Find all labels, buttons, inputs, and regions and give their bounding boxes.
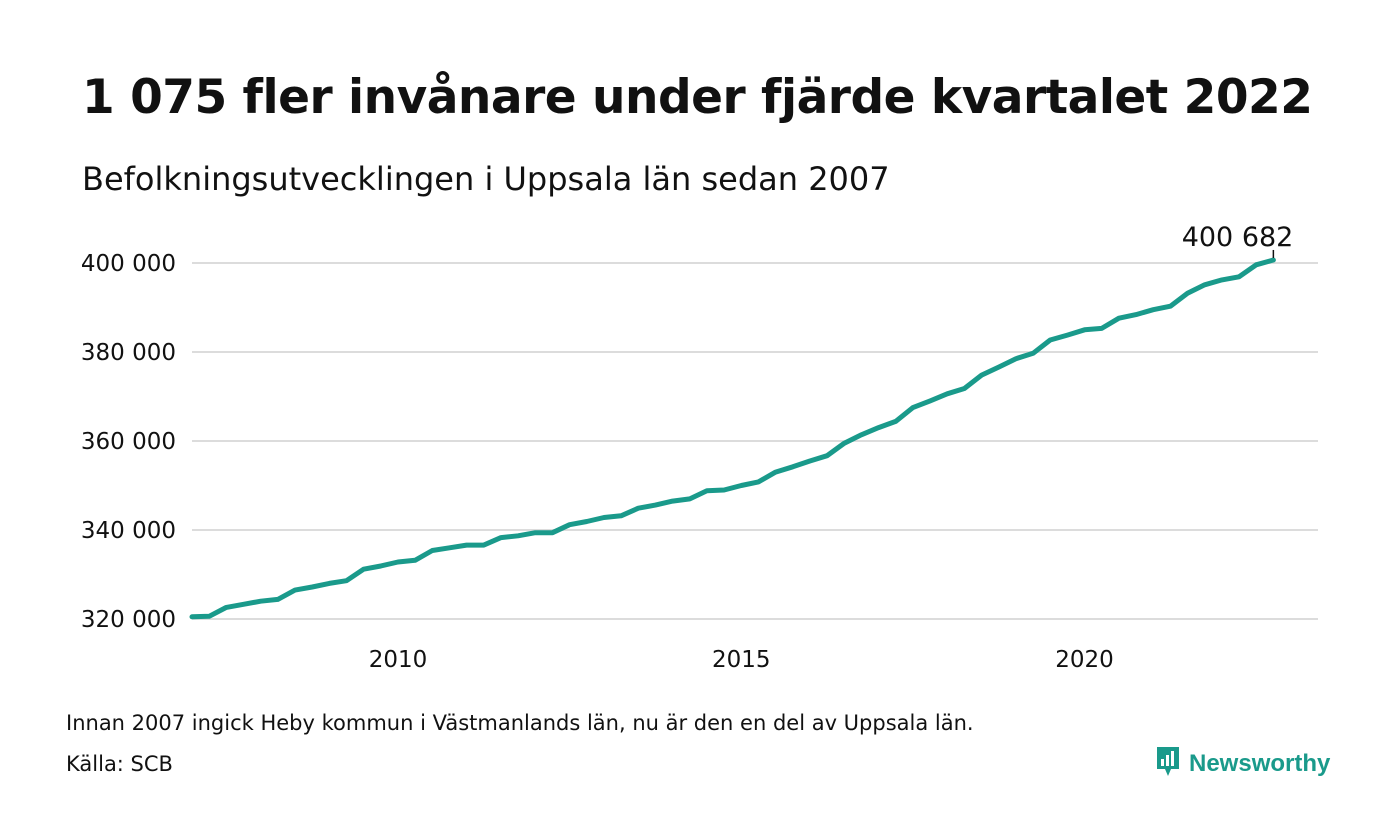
grid-lines <box>192 262 1318 620</box>
newsworthy-logo-icon <box>1155 745 1181 783</box>
y-axis: 400 000 380 000 360 000 340 000 320 000 <box>81 251 176 633</box>
chart-subtitle: Befolkningsutvecklingen i Uppsala län se… <box>82 160 890 198</box>
source-note: Källa: SCB <box>66 752 173 776</box>
y-tick-label: 320 000 <box>81 607 176 633</box>
series-line <box>189 257 1276 620</box>
x-axis: 2010 2015 2020 <box>369 647 1114 673</box>
line-chart: 400 000 380 000 360 000 340 000 320 000 2010… <box>81 222 1318 673</box>
plot-area: 400 682 <box>189 222 1294 620</box>
x-tick-label: 2015 <box>712 647 771 673</box>
y-tick-label: 380 000 <box>81 340 176 366</box>
chart-title: 1 075 fler invånare under fjärde kvartal… <box>82 70 1313 125</box>
last-value-label: 400 682 <box>1182 222 1294 253</box>
brand-name: Newsworthy <box>1189 750 1331 777</box>
y-tick-label: 400 000 <box>81 251 176 277</box>
y-tick-label: 360 000 <box>81 429 176 455</box>
x-tick-label: 2010 <box>369 647 428 673</box>
y-tick-label: 340 000 <box>81 518 176 544</box>
x-tick-label: 2020 <box>1055 647 1114 673</box>
chart-footnote: Innan 2007 ingick Heby kommun i Västmanl… <box>66 711 974 735</box>
brand-logo: Newsworthy <box>1155 745 1330 783</box>
